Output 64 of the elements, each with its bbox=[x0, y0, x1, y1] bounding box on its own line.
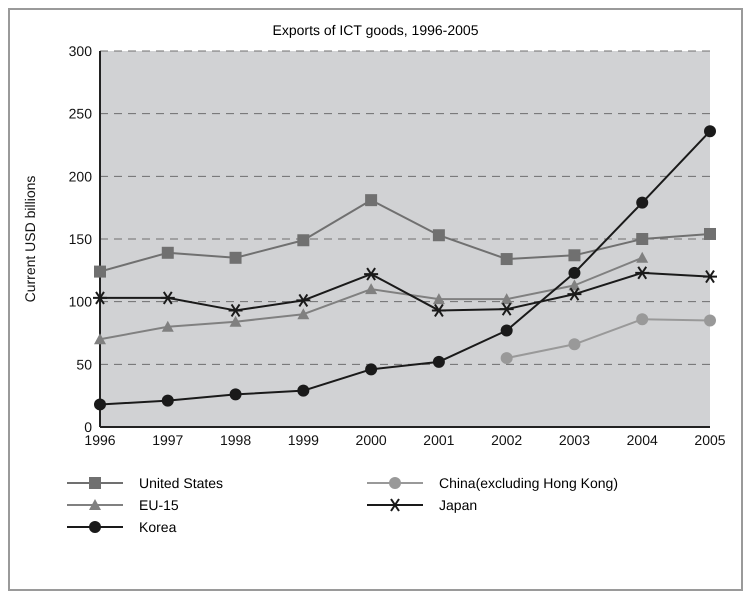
legend-label: Korea bbox=[139, 519, 176, 535]
point bbox=[636, 196, 648, 209]
x-tick-label: 2002 bbox=[491, 432, 522, 448]
point bbox=[230, 388, 242, 400]
point bbox=[297, 308, 310, 320]
point bbox=[295, 293, 312, 308]
point bbox=[160, 290, 176, 305]
point bbox=[94, 398, 106, 410]
legend-label: China(excluding Hong Kong) bbox=[439, 475, 618, 491]
point bbox=[365, 283, 378, 294]
y-axis-title: Current USD billions bbox=[22, 176, 38, 302]
x-tick-label: 2005 bbox=[694, 432, 726, 448]
y-tick-label: 150 bbox=[68, 230, 92, 247]
point bbox=[568, 249, 580, 262]
point bbox=[568, 266, 580, 279]
y-tick-label: 250 bbox=[68, 106, 92, 122]
y-tick-label: 200 bbox=[68, 168, 92, 184]
point bbox=[297, 384, 310, 397]
point bbox=[636, 233, 648, 245]
point bbox=[162, 320, 174, 332]
point bbox=[568, 338, 580, 350]
point bbox=[500, 324, 513, 336]
point bbox=[92, 290, 108, 305]
point bbox=[634, 266, 650, 280]
point bbox=[365, 363, 378, 376]
point bbox=[230, 252, 242, 264]
point bbox=[430, 303, 447, 318]
point bbox=[94, 266, 106, 278]
chart-title: Exports of ICT goods, 1996-2005 bbox=[272, 22, 478, 38]
point bbox=[500, 253, 513, 266]
x-tick-label: 1997 bbox=[152, 432, 184, 448]
point bbox=[498, 302, 515, 316]
legend-label: United States bbox=[139, 475, 224, 491]
point bbox=[702, 270, 718, 284]
point bbox=[230, 316, 242, 327]
point bbox=[636, 313, 648, 326]
x-tick-label: 2000 bbox=[356, 432, 387, 448]
point bbox=[704, 228, 716, 240]
legend-label: EU-15 bbox=[139, 497, 179, 513]
point bbox=[704, 314, 716, 326]
point bbox=[94, 333, 106, 344]
x-tick-label: 1998 bbox=[220, 432, 252, 448]
point bbox=[162, 394, 174, 407]
point bbox=[704, 125, 716, 138]
y-tick-label: 50 bbox=[76, 356, 92, 372]
point bbox=[297, 234, 310, 246]
legend-label: Japan bbox=[439, 497, 478, 513]
x-tick-label: 1999 bbox=[288, 432, 320, 448]
point bbox=[162, 246, 174, 259]
point bbox=[363, 267, 380, 282]
point bbox=[636, 252, 648, 263]
y-tick-label: 300 bbox=[68, 42, 92, 59]
y-tick-label: 100 bbox=[68, 294, 92, 310]
point bbox=[432, 229, 445, 242]
point bbox=[228, 303, 244, 318]
point bbox=[432, 356, 445, 368]
x-tick-label: 2001 bbox=[423, 432, 455, 448]
point bbox=[432, 293, 445, 304]
point bbox=[500, 293, 513, 304]
point bbox=[566, 287, 582, 302]
x-tick-label: 2003 bbox=[558, 432, 590, 448]
point bbox=[365, 194, 378, 206]
x-tick-label: 2004 bbox=[626, 432, 658, 448]
point bbox=[500, 352, 513, 364]
